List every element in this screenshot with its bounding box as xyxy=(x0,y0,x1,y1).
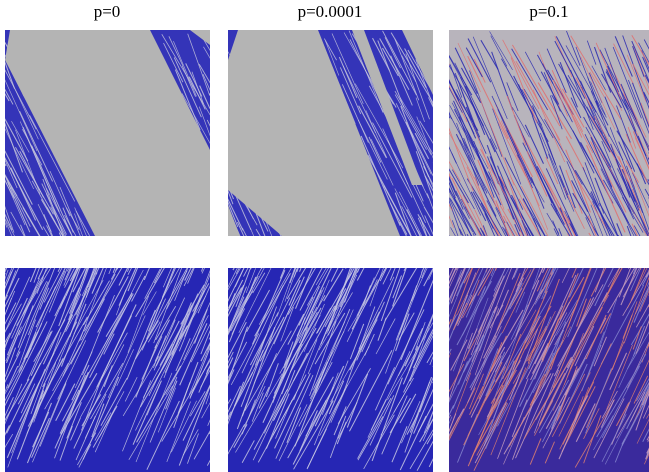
worldline xyxy=(430,417,452,467)
worldline xyxy=(438,340,448,368)
worldline xyxy=(430,133,450,178)
page: p=0 p=0.0001 p=0.1 (() => { const data =… xyxy=(0,0,649,472)
worldline xyxy=(434,440,449,469)
worldline xyxy=(436,417,444,438)
worldline xyxy=(424,233,452,286)
worldline xyxy=(346,241,361,269)
worldline xyxy=(213,234,231,271)
worldline xyxy=(436,371,444,391)
worldline xyxy=(436,191,449,216)
worldline xyxy=(208,399,231,438)
worldline xyxy=(436,252,447,274)
worldline xyxy=(208,389,224,426)
worldline xyxy=(214,63,223,83)
panel-title: p=0.0001 xyxy=(298,2,363,21)
panel-title: p=0 xyxy=(94,2,121,21)
worldline xyxy=(551,230,574,275)
worldline xyxy=(59,233,74,269)
worldline xyxy=(212,224,225,248)
worldline xyxy=(430,349,451,387)
worldline xyxy=(297,243,307,272)
worldline xyxy=(212,98,224,120)
worldline xyxy=(432,166,446,190)
panel-title: p=0.1 xyxy=(529,2,568,21)
worldline xyxy=(432,103,444,126)
worldline xyxy=(500,233,513,268)
worldline xyxy=(433,415,450,445)
worldline xyxy=(209,302,229,340)
worldline xyxy=(0,121,5,160)
worldline xyxy=(435,225,449,259)
worldline xyxy=(433,163,445,185)
figure: p=0 p=0.0001 p=0.1 xyxy=(0,0,649,472)
worldline xyxy=(219,214,229,240)
worldline xyxy=(436,187,445,210)
worldline xyxy=(188,232,209,269)
worldline xyxy=(358,234,375,271)
worldline xyxy=(380,233,393,259)
worldline xyxy=(437,39,449,65)
worldline xyxy=(437,96,446,121)
worldline xyxy=(439,208,448,231)
worldline xyxy=(0,67,1,94)
worldline xyxy=(429,233,451,279)
worldline xyxy=(0,137,5,159)
worldline xyxy=(0,273,5,312)
worldline xyxy=(0,241,6,306)
worldline xyxy=(0,375,3,417)
worldline xyxy=(0,349,5,381)
worldline xyxy=(0,211,5,247)
worldline xyxy=(210,270,226,298)
worldline xyxy=(117,248,127,269)
worldline xyxy=(207,204,229,258)
worldline xyxy=(113,238,126,272)
worldline xyxy=(215,337,224,358)
